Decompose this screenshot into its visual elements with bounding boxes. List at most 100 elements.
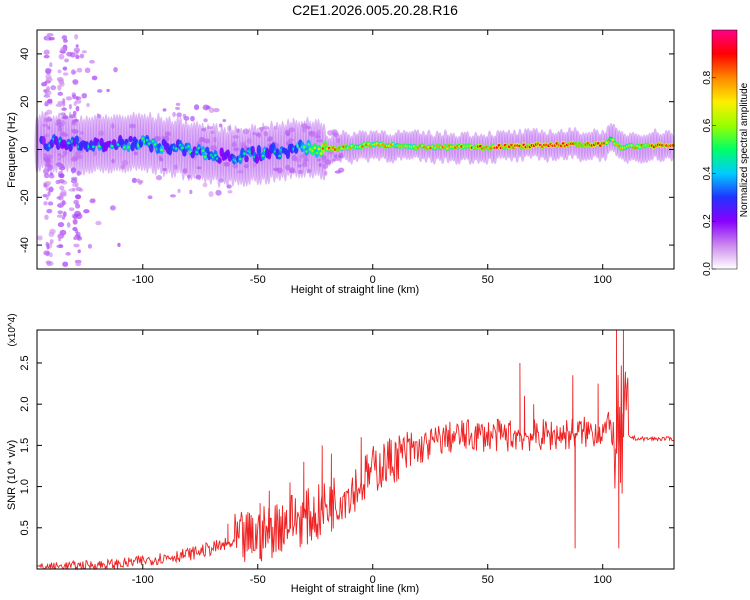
noise-point <box>62 261 69 267</box>
x-tick-label: -100 <box>132 574 154 586</box>
ridge-point <box>244 155 249 163</box>
noise-point <box>62 72 69 76</box>
ridge-peak <box>317 147 321 151</box>
noise-point <box>331 129 338 135</box>
noise-point <box>56 196 62 200</box>
snr-x-axis-label: Height of straight line (km) <box>291 583 419 595</box>
noise-point <box>49 252 53 258</box>
noise-point <box>84 67 91 73</box>
x-tick-label: 50 <box>482 274 494 286</box>
y-tick-label: -40 <box>19 237 31 253</box>
noise-point <box>58 244 63 248</box>
ridge-peak <box>307 143 310 146</box>
ridge-peak <box>243 152 246 155</box>
y-tick-label: 20 <box>19 96 31 108</box>
ridge-peak <box>305 150 308 153</box>
noise-point <box>57 222 65 228</box>
noise-point <box>66 222 71 228</box>
noise-point <box>48 36 55 41</box>
ridge-peak <box>445 147 449 150</box>
noise-point <box>74 34 79 40</box>
noise-point <box>43 172 50 179</box>
y-tick-label: 2.0 <box>19 397 31 412</box>
noise-point <box>73 237 77 241</box>
noise-point <box>81 50 87 54</box>
noise-point <box>65 96 73 101</box>
noise-point <box>45 194 49 201</box>
noise-point <box>68 103 72 110</box>
ridge-point <box>217 157 222 164</box>
x-tick-label: 0 <box>370 574 376 586</box>
noise-point <box>45 73 52 80</box>
x-tick-label: 50 <box>482 574 494 586</box>
noise-point <box>47 201 54 206</box>
noise-point <box>47 190 51 197</box>
noise-point <box>79 53 85 59</box>
noise-point <box>72 218 78 225</box>
noise-point <box>75 105 80 112</box>
colorbar-tick-label: 0.8 <box>702 70 713 84</box>
spectrogram-x-ticks: -100 -50 0 50 100 <box>132 30 612 286</box>
ridge-peak <box>319 152 323 155</box>
noise-point <box>113 66 118 73</box>
noise-point <box>43 54 50 59</box>
ridge-peak <box>67 141 70 145</box>
noise-point <box>47 98 53 104</box>
noise-point <box>96 89 103 93</box>
ridge-point <box>128 135 133 143</box>
snr-marks <box>36 329 674 571</box>
noise-point <box>72 110 77 116</box>
noise-point <box>203 118 208 123</box>
noise-point <box>70 178 78 184</box>
noise-point <box>189 189 193 195</box>
noise-point <box>62 191 67 197</box>
noise-point <box>73 243 80 248</box>
noise-point <box>169 194 176 198</box>
ridge-peak <box>122 146 126 149</box>
chart-title: C2E1.2026.005.20.28.R16 <box>292 2 458 18</box>
noise-point <box>87 243 92 249</box>
noise-point <box>44 214 49 221</box>
noise-point <box>63 38 68 43</box>
noise-point <box>176 112 182 118</box>
x-tick-label: 0 <box>370 274 376 286</box>
noise-point <box>91 75 98 81</box>
ridge-point <box>256 144 262 156</box>
snr-series-line <box>36 329 674 571</box>
ridge-peak <box>180 146 184 150</box>
ridge-point <box>149 143 154 153</box>
noise-point <box>175 106 181 111</box>
colorbar-tick-label: 0.6 <box>702 118 713 132</box>
snr-x-ticks: -100 -50 0 50 100 <box>132 330 612 586</box>
noise-point <box>43 183 48 188</box>
ridge-peak <box>187 145 190 148</box>
colorbar-tick-label: 0.0 <box>702 262 713 276</box>
noise-point <box>58 178 65 184</box>
noise-point <box>58 173 65 179</box>
noise-point <box>73 199 79 205</box>
ridge-peak <box>174 147 178 150</box>
ridge-point <box>254 154 260 164</box>
noise-point <box>95 220 102 226</box>
noise-point <box>61 35 68 40</box>
noise-point <box>50 85 57 91</box>
noise-point <box>45 260 52 264</box>
ridge-peak <box>238 157 242 161</box>
ridge-peak <box>561 142 565 145</box>
y-tick-label: -20 <box>19 189 31 205</box>
noise-point <box>75 55 80 59</box>
ridge-point <box>204 146 210 154</box>
noise-point <box>202 104 210 111</box>
noise-point <box>109 205 116 211</box>
noise-point <box>48 186 54 193</box>
ridge-peak <box>147 142 151 145</box>
noise-point <box>193 104 200 111</box>
noise-point <box>43 250 51 256</box>
noise-point <box>77 249 81 254</box>
noise-point <box>190 115 195 122</box>
colorbar-tick-label: 0.4 <box>702 166 713 180</box>
ridge-point <box>285 150 291 160</box>
noise-point <box>43 201 48 206</box>
noise-point <box>162 108 167 112</box>
noise-point <box>43 94 51 98</box>
